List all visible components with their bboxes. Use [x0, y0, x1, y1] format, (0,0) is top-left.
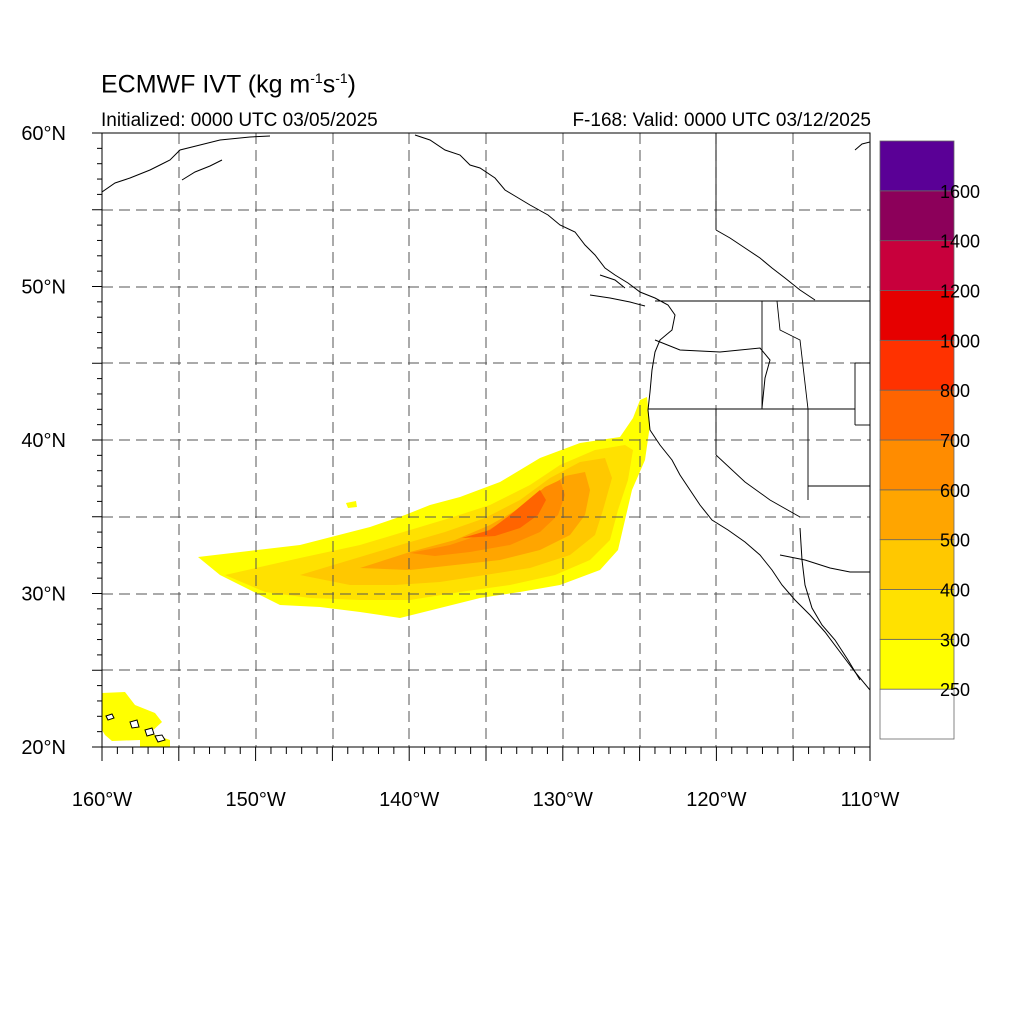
latitude-labels: 60°N 50°N 40°N 30°N 20°N [21, 123, 66, 759]
chart-title: ECMWF IVT (kg m-1s-1) [101, 70, 356, 99]
valid-time-label: F-168: Valid: 0000 UTC 03/12/2025 [572, 110, 871, 131]
lon-label: 120°W [686, 789, 746, 811]
lat-label: 60°N [21, 123, 66, 145]
colorbar-box [879, 190, 955, 242]
colorbar-box [879, 589, 955, 640]
colorbar-box [879, 240, 955, 291]
ivt-hawaii [102, 692, 170, 747]
colorbar-box [879, 339, 955, 391]
init-time-label: Initialized: 0000 UTC 03/05/2025 [101, 110, 378, 131]
lat-lon-grid [102, 133, 870, 747]
colorbar-box [879, 389, 955, 441]
colorbar-labels: 1600 1400 1200 1000 800 700 600 500 400 300 250 [940, 182, 980, 700]
colorbar-label: 1200 [940, 282, 980, 302]
colorbar-label: 700 [940, 431, 970, 451]
lat-label: 20°N [21, 737, 66, 759]
lon-label: 130°W [533, 789, 593, 811]
colorbar-label: 500 [940, 531, 970, 551]
coastlines [102, 134, 870, 691]
ivt-400 [300, 458, 612, 585]
axis-ticks [92, 132, 871, 761]
colorbar-box [879, 638, 955, 690]
map-panel [102, 133, 870, 747]
colorbar-label: 800 [940, 381, 970, 401]
lat-label: 30°N [21, 584, 66, 606]
colorbar-label: 400 [940, 581, 970, 601]
lon-label: 160°W [72, 789, 132, 811]
colorbar-label: 600 [940, 481, 970, 501]
colorbar-label: 300 [940, 630, 970, 650]
ivt-500 [360, 472, 590, 570]
colorbar-box [879, 439, 955, 491]
colorbar [879, 140, 955, 740]
country-borders [648, 133, 870, 518]
colorbar-box [879, 140, 955, 192]
lat-label: 40°N [21, 430, 66, 452]
colorbar-box [879, 489, 955, 541]
ivt-700 [462, 490, 546, 538]
colorbar-box [879, 539, 955, 590]
lon-label: 110°W [841, 789, 900, 811]
ivt-shading [102, 397, 650, 747]
lon-label: 150°W [225, 789, 285, 811]
longitude-labels: 160°W 150°W 140°W 130°W 120°W 110°W [72, 789, 900, 811]
colorbar-label: 1400 [940, 232, 980, 252]
hawaii-islands [105, 713, 166, 743]
colorbar-label: 1000 [940, 331, 980, 351]
colorbar-label: 250 [940, 680, 970, 700]
lon-label: 140°W [379, 789, 439, 811]
lat-label: 50°N [21, 277, 66, 299]
colorbar-label: 1600 [940, 182, 980, 202]
colorbar-box [879, 290, 955, 341]
ivt-600 [410, 480, 565, 556]
